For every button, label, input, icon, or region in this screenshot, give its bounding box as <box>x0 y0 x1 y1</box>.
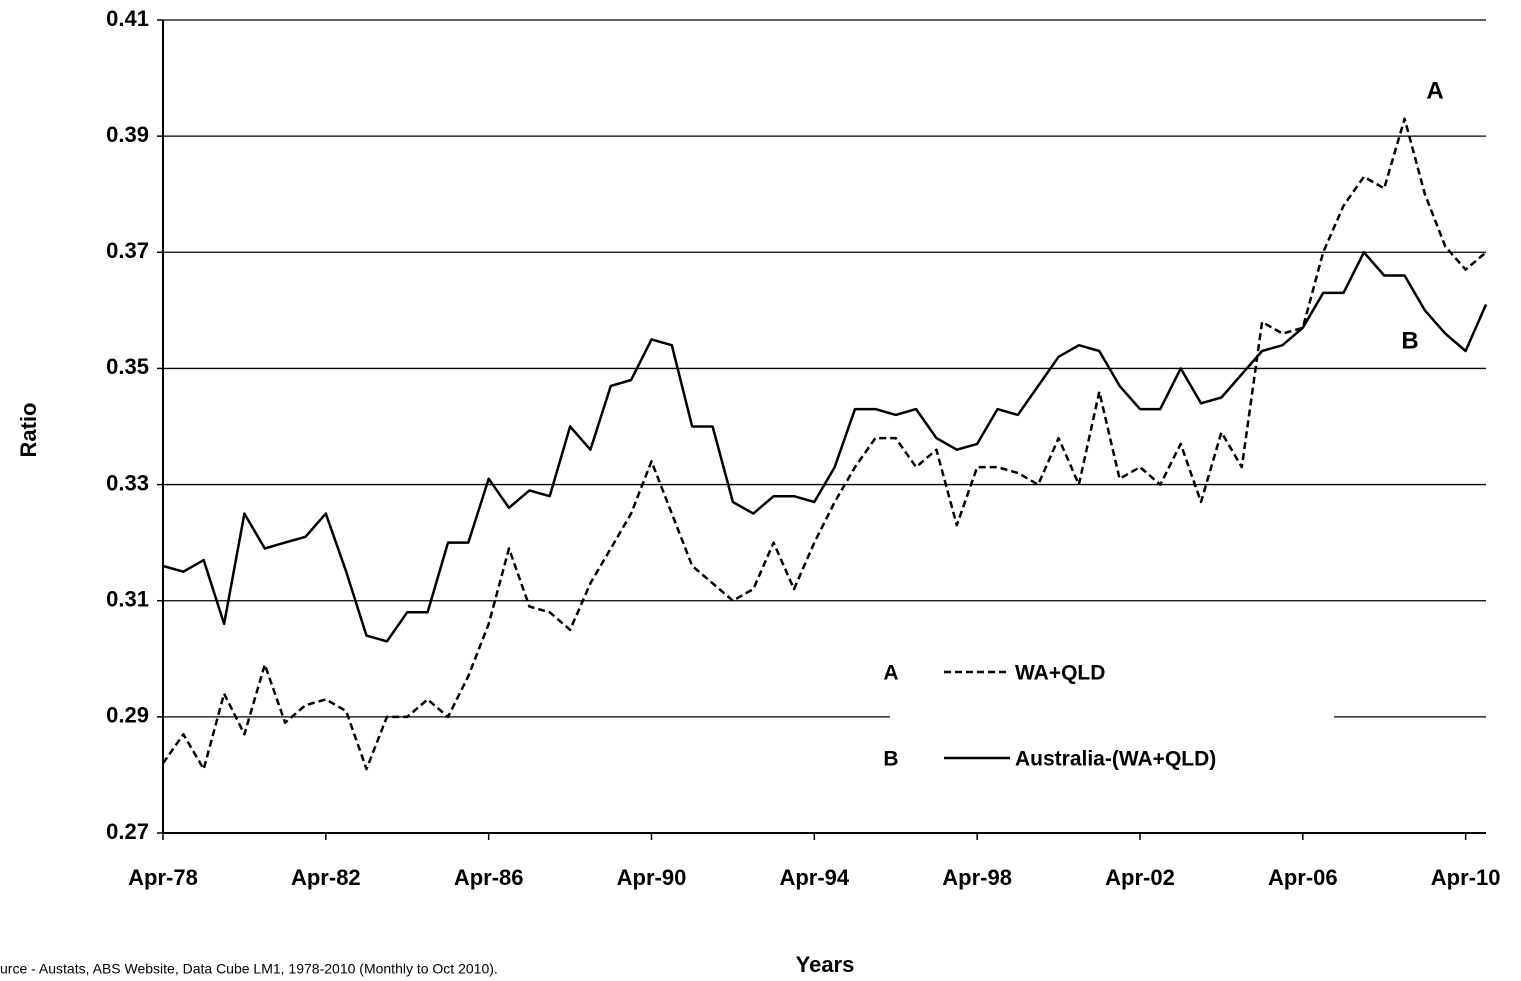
legend-key: B <box>883 748 898 771</box>
y-tick-label: 0.31 <box>106 587 149 612</box>
y-tick-label: 0.39 <box>106 122 149 147</box>
line-annotation: A <box>1426 77 1443 104</box>
line-annotation: B <box>1401 327 1418 354</box>
x-tick-label: Apr-82 <box>291 865 361 890</box>
series-line <box>161 117 1487 771</box>
y-tick-label: 0.35 <box>106 354 149 379</box>
series-line <box>162 251 1488 643</box>
source-note: urce - Austats, ABS Website, Data Cube L… <box>0 961 498 977</box>
y-tick-label: 0.37 <box>106 238 149 263</box>
legend-key: A <box>883 662 898 685</box>
x-tick-label: Apr-02 <box>1105 865 1175 890</box>
x-tick-label: Apr-78 <box>128 865 198 890</box>
legend-label: Australia-(WA+QLD) <box>1015 748 1216 771</box>
y-axis-label: Ratio <box>16 403 41 458</box>
x-tick-label: Apr-98 <box>942 865 1012 890</box>
legend-box <box>890 648 1334 790</box>
x-tick-label: Apr-90 <box>617 865 687 890</box>
y-tick-label: 0.29 <box>106 703 149 728</box>
y-tick-label: 0.27 <box>106 819 149 844</box>
x-tick-label: Apr-06 <box>1268 865 1338 890</box>
x-tick-label: Apr-94 <box>779 865 849 890</box>
x-tick-label: Apr-10 <box>1431 865 1501 890</box>
y-tick-label: 0.33 <box>106 470 149 495</box>
y-tick-label: 0.41 <box>106 6 149 31</box>
x-tick-label: Apr-86 <box>454 865 524 890</box>
x-axis-label: Years <box>796 952 855 977</box>
legend-label: WA+QLD <box>1015 662 1105 685</box>
